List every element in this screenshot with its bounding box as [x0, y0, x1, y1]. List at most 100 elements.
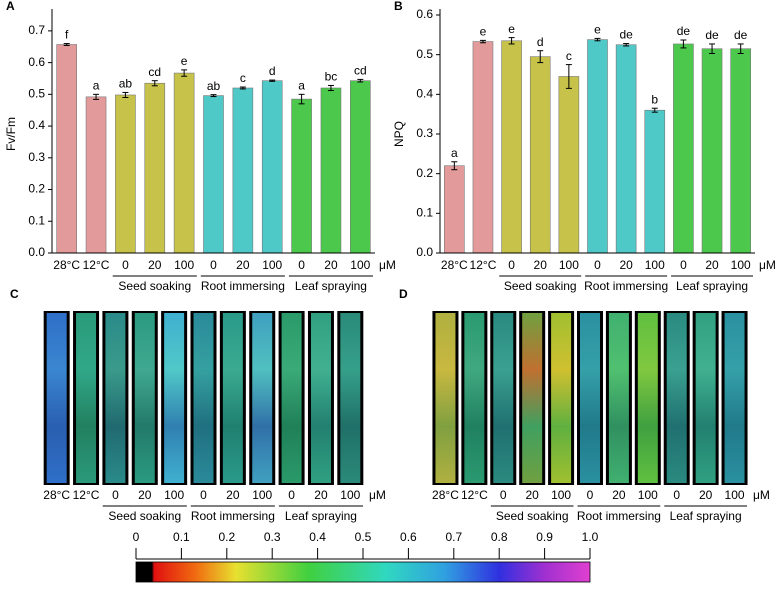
error-bar: [181, 69, 188, 77]
x-tick-label: 100: [252, 488, 272, 502]
x-tick-label: 0: [500, 488, 507, 502]
bar: [644, 109, 666, 254]
error-bar: [269, 79, 276, 82]
x-tick-label: 100: [551, 488, 571, 502]
bar: [261, 80, 283, 254]
significance-letter: bc: [325, 70, 338, 84]
x-tick-label: 20: [324, 258, 338, 272]
significance-letter: a: [93, 79, 100, 93]
y-tick-label: 0.3: [28, 150, 45, 164]
bar: [444, 165, 465, 254]
x-tick-label: 100: [174, 258, 194, 272]
x-tick-label: 12°C: [470, 258, 497, 272]
significance-letter: d: [269, 64, 276, 78]
fluorescence-image: [580, 313, 600, 483]
y-tick-label: 0.5: [416, 47, 433, 61]
y-tick-label: 0.0: [28, 245, 45, 259]
significance-letter: cd: [354, 64, 367, 78]
y-tick-label: 0.6: [28, 55, 45, 69]
color-scale-label: 0.6: [400, 530, 417, 544]
x-tick-label: 0: [680, 258, 687, 272]
significance-letter: ab: [119, 77, 133, 91]
error-bar: [508, 37, 515, 45]
bar: [501, 40, 522, 254]
significance-letter: de: [734, 28, 748, 42]
significance-letter: c: [240, 71, 246, 85]
error-bar: [479, 39, 486, 44]
color-scale-label: 1.0: [582, 530, 599, 544]
panel-label: C: [10, 287, 19, 301]
bar: [232, 87, 254, 254]
error-bar: [93, 93, 100, 100]
y-tick-label: 0.2: [28, 182, 45, 196]
x-tick-label: 20: [619, 258, 633, 272]
bar: [587, 39, 608, 254]
fluorescence-image: [222, 313, 243, 483]
bar: [529, 56, 551, 254]
x-tick-label: 28°C: [43, 488, 70, 502]
significance-letter: f: [65, 28, 69, 42]
significance-letter: b: [651, 92, 658, 106]
fluorescence-image: [493, 313, 514, 483]
unit-label: μM: [759, 258, 776, 272]
error-bar: [327, 84, 334, 92]
color-scale: [135, 561, 591, 583]
group-label: Root immersing: [191, 509, 275, 523]
error-bar: [680, 39, 687, 49]
bar: [144, 82, 166, 254]
y-tick-label: 0.5: [28, 87, 45, 101]
error-bar: [537, 50, 544, 64]
fluorescence-image: [435, 313, 456, 483]
error-bar: [565, 64, 572, 89]
bar: [701, 48, 723, 254]
x-tick-label: 20: [226, 488, 240, 502]
x-tick-label: 100: [340, 488, 360, 502]
fluorescence-image: [637, 313, 658, 483]
x-tick-label: 20: [699, 488, 713, 502]
significance-letter: d: [537, 35, 544, 49]
x-tick-label: 28°C: [432, 488, 459, 502]
fluorescence-image: [105, 313, 126, 483]
y-tick-label: 0.7: [28, 23, 45, 37]
x-tick-label: 0: [594, 258, 601, 272]
significance-letter: a: [451, 146, 458, 160]
fluorescence-image: [164, 313, 185, 483]
significance-letter: e: [480, 25, 487, 39]
bar: [730, 48, 751, 254]
x-tick-label: 100: [164, 488, 184, 502]
bar: [115, 94, 136, 254]
color-scale-label: 0.5: [355, 530, 372, 544]
fluorescence-image: [340, 313, 361, 483]
fluorescence-image: [695, 313, 716, 483]
bar: [350, 80, 371, 254]
x-tick-label: 20: [138, 488, 152, 502]
significance-letter: e: [508, 22, 515, 36]
group-label: Leaf spraying: [285, 509, 357, 523]
x-tick-label: 0: [122, 258, 129, 272]
significance-letter: e: [594, 23, 601, 37]
bar: [320, 87, 342, 254]
unit-label: μM: [369, 488, 386, 502]
significance-letter: de: [677, 24, 691, 38]
bar: [472, 41, 494, 254]
y-tick-label: 0.1: [28, 213, 45, 227]
x-tick-label: 28°C: [441, 258, 468, 272]
fluorescence-image: [76, 313, 97, 483]
color-scale-label: 0.8: [491, 530, 508, 544]
fluorescence-image: [608, 313, 629, 483]
x-tick-label: 100: [725, 488, 745, 502]
group-label: Root immersing: [201, 279, 285, 293]
bar: [291, 98, 312, 254]
x-tick-label: 20: [612, 488, 626, 502]
error-bar: [709, 43, 716, 54]
x-tick-label: 0: [210, 258, 217, 272]
y-tick-label: 0.4: [28, 118, 45, 132]
group-label: Seed soaking: [496, 509, 569, 523]
x-tick-label: 0: [288, 488, 295, 502]
x-tick-label: 20: [534, 258, 548, 272]
significance-letter: e: [181, 54, 188, 68]
x-tick-label: 28°C: [53, 258, 80, 272]
panel-label: A: [6, 0, 15, 13]
unit-label: μM: [379, 258, 396, 272]
